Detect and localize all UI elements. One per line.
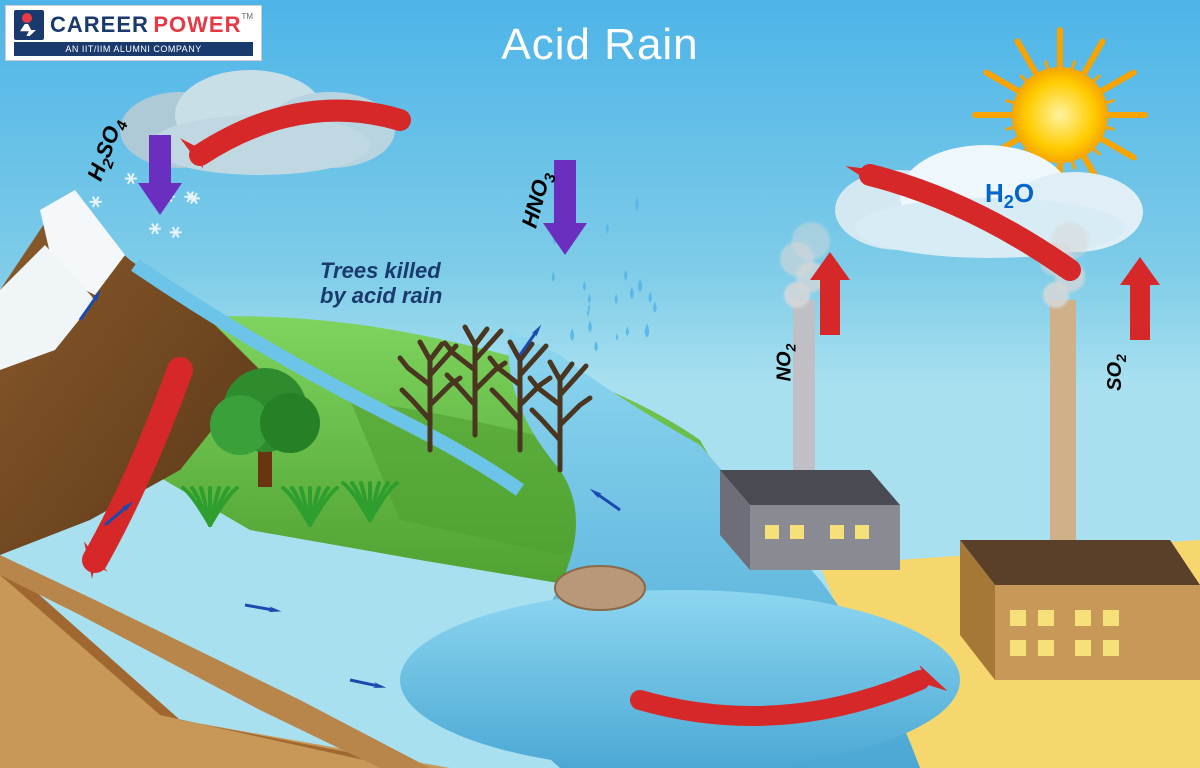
logo-word1: CAREER: [50, 12, 149, 37]
acid-rain-diagram: CAREER POWERTM AN IIT/IIM ALUMNI COMPANY…: [0, 0, 1200, 768]
logo-tagline: AN IIT/IIM ALUMNI COMPANY: [14, 42, 253, 56]
label-no2: NO2: [773, 344, 798, 382]
logo-word2: POWER: [153, 12, 241, 37]
factory-right: [960, 300, 1200, 680]
label-trees-killed: Trees killedby acid rain: [320, 258, 442, 309]
brand-logo: CAREER POWERTM AN IIT/IIM ALUMNI COMPANY: [5, 5, 262, 61]
logo-icon: [14, 10, 44, 40]
terrain: [0, 190, 1200, 768]
raindrops: [535, 197, 656, 351]
label-h2o: H2O: [985, 178, 1034, 213]
factory-left: [720, 300, 900, 570]
scene-svg: [0, 0, 1200, 768]
trademark: TM: [241, 12, 253, 21]
label-so2: SO2: [1104, 354, 1129, 391]
